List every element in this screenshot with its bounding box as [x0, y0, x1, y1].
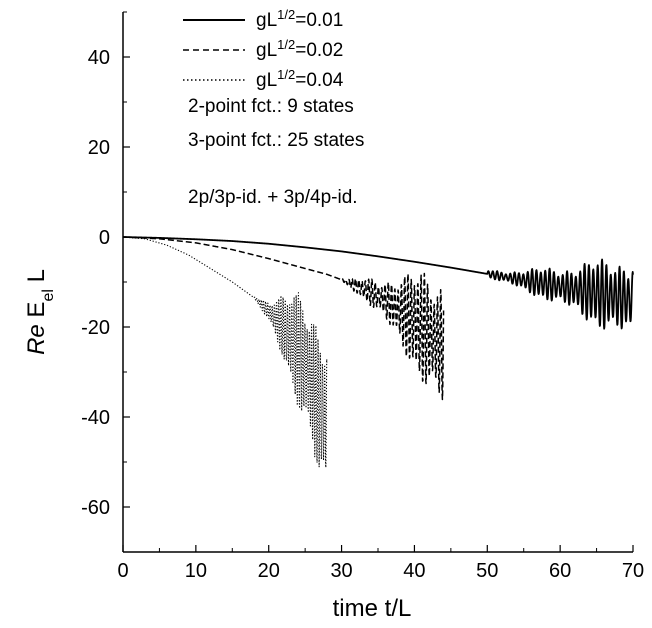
y-axis-title-italic: Re [23, 324, 50, 355]
legend-item-3: gL1/2=0.04 [183, 67, 344, 92]
y-axis-title-main: E [23, 302, 50, 325]
legend-label-3: gL1/2=0.04 [256, 67, 344, 92]
y-axis-title-sub: el [40, 289, 57, 301]
legend: gL1/2=0.01 gL1/2=0.02 gL1/2=0.04 [183, 7, 344, 92]
series-line-solid [122, 236, 634, 330]
legend-item-2: gL1/2=0.02 [183, 37, 343, 62]
y-tick-label: -40 [81, 407, 110, 429]
legend-label-1: gL1/2=0.01 [256, 7, 343, 32]
legend-item-1: gL1/2=0.01 [183, 7, 343, 32]
x-tick-label: 60 [549, 560, 571, 582]
legend-label-2: gL1/2=0.02 [256, 37, 343, 62]
x-tick-label: 50 [476, 560, 498, 582]
series-line-dotted [122, 236, 328, 468]
y-tick-label: 40 [88, 47, 110, 69]
x-tick-label: 30 [330, 560, 352, 582]
x-tick-label: 70 [622, 560, 644, 582]
annotation-3point: 3-point fct.: 25 states [188, 130, 364, 151]
y-axis-title-tail: L [23, 269, 50, 289]
ticks-layer: 0 10 20 30 40 50 60 70 40 20 0 -20 -40 -60 [81, 11, 644, 582]
y-tick-label: 20 [88, 137, 110, 159]
x-axis-title: time t/L [333, 595, 412, 622]
annotation-2point: 2-point fct.: 9 states [188, 96, 354, 117]
axes-layer [122, 12, 633, 553]
x-tick-label: 10 [185, 560, 207, 582]
x-tick-label: 20 [258, 560, 280, 582]
y-tick-label: -20 [81, 317, 110, 339]
annotation-identities: 2p/3p-id. + 3p/4p-id. [188, 187, 358, 208]
y-tick-label: 0 [99, 227, 110, 249]
series-line-dashed [122, 236, 445, 401]
y-axis-title: Re Eel L [23, 269, 57, 355]
y-tick-label: -60 [81, 497, 110, 519]
x-tick-label: 40 [403, 560, 425, 582]
series-layer [122, 236, 634, 468]
x-tick-label: 0 [117, 560, 128, 582]
